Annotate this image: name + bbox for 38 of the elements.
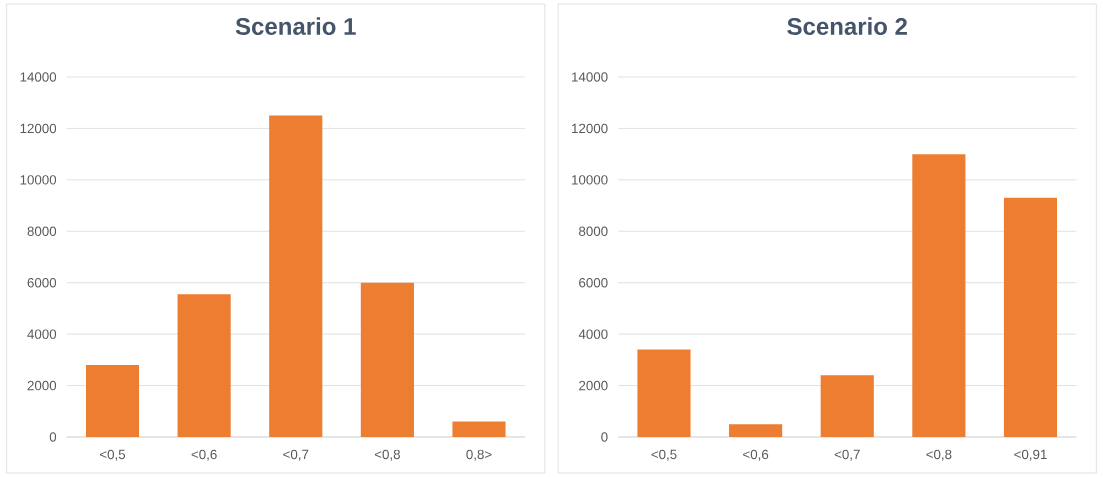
y-tick-label: 2000 [27,380,57,391]
y-tick-label: 4000 [27,329,57,339]
bar [729,424,783,437]
x-tick-label: <0,7 [834,449,860,461]
bar [820,375,874,437]
y-tick-label: 8000 [27,226,57,236]
bar [1003,197,1058,437]
y-tick-label: 10000 [572,175,608,185]
x-tick-label: <0,5 [651,449,677,461]
bar [269,115,323,437]
y-tick-label: 6000 [579,277,608,288]
y-tick-label: 14000 [572,72,608,82]
bar [360,282,414,437]
y-tick-label: 12000 [572,123,608,134]
bar [912,154,966,437]
x-tick-label: <0,8 [374,449,400,461]
x-tick-label: <0,6 [743,449,769,461]
y-tick-label: 6000 [27,277,57,288]
y-tick-label: 2000 [579,380,608,391]
chart-title: Scenario 1 [235,17,356,35]
x-tick-label: <0,8 [926,449,952,461]
x-tick-label: <0,91 [1014,449,1047,461]
y-tick-label: 4000 [578,329,608,339]
y-tick-label: 12000 [20,123,57,134]
x-tick-label: <0,5 [99,449,126,461]
bar [452,421,506,437]
chart-title: Scenario 2 [787,17,907,35]
y-tick-label: 0 [49,432,57,442]
bar [85,364,140,437]
x-tick-label: 0,8> [466,449,492,461]
y-tick-label: 0 [601,432,608,442]
x-tick-label: <0,6 [191,449,217,461]
x-tick-label: <0,7 [283,449,309,461]
y-tick-label: 10000 [20,175,57,185]
bar [637,349,691,437]
bar [177,294,231,437]
y-tick-label: 8000 [579,226,608,236]
y-tick-label: 14000 [20,72,57,82]
